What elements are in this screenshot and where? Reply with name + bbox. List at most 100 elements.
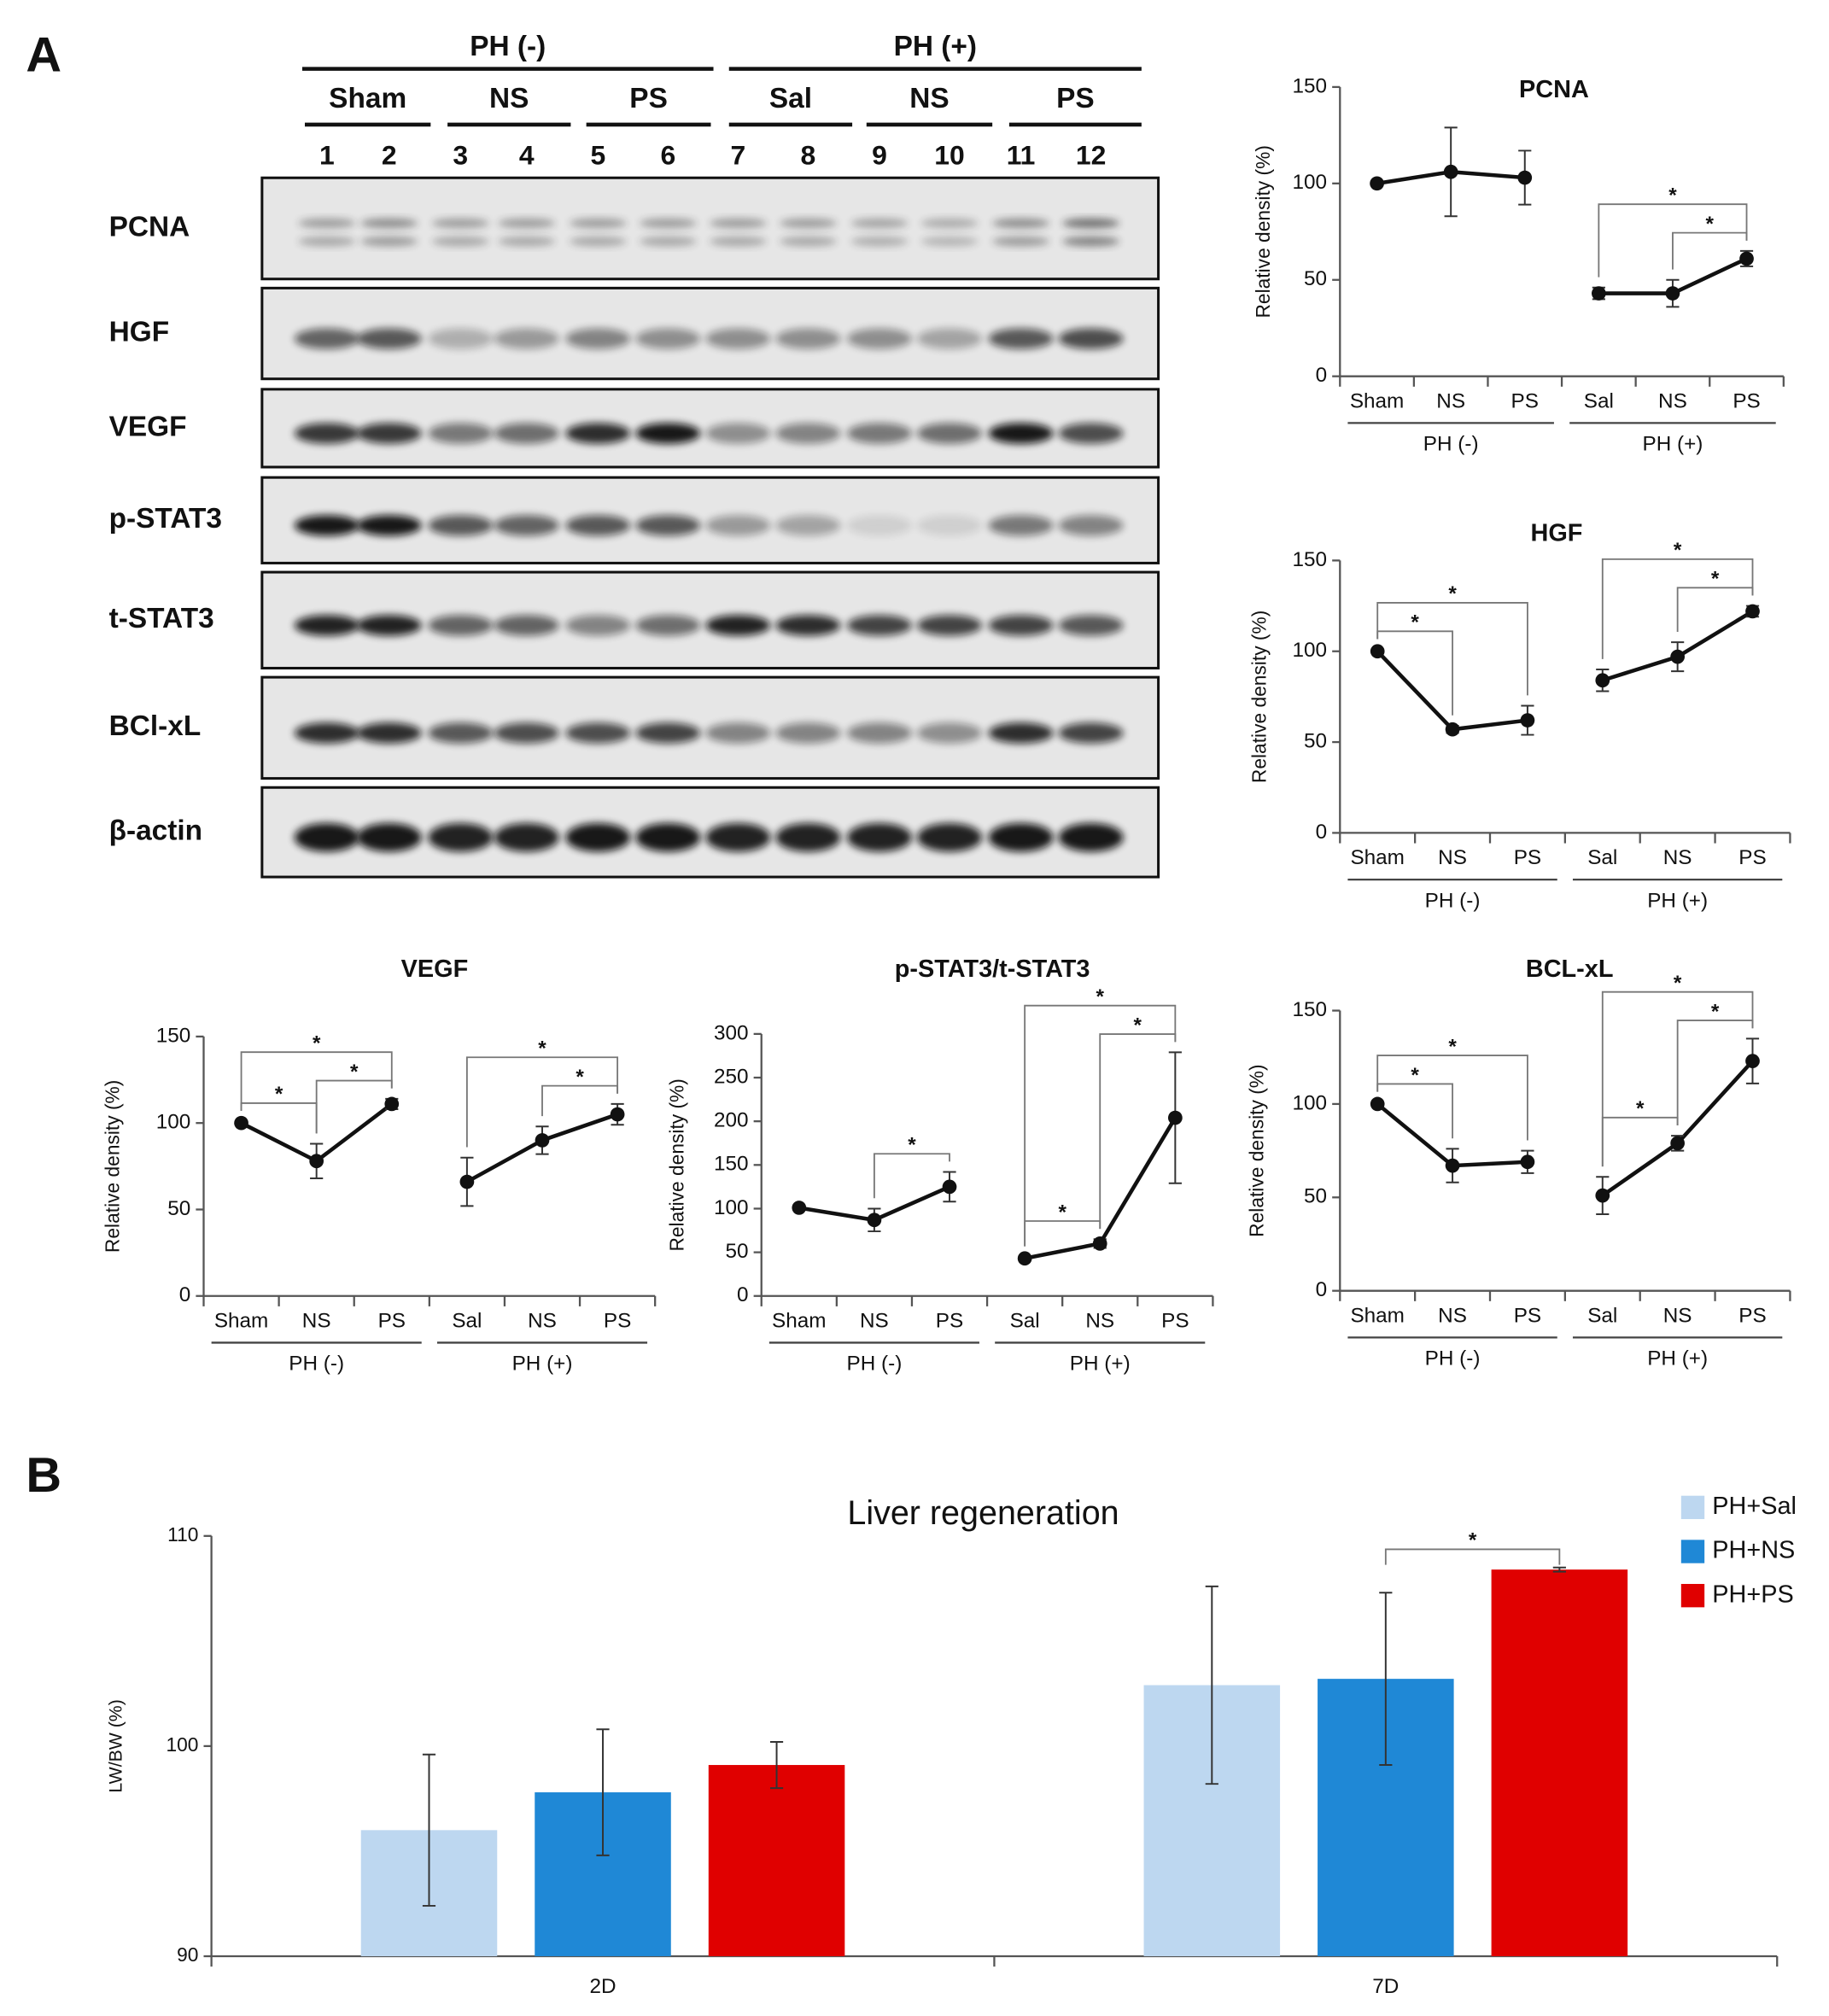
protein-label: t-STAT3 <box>109 603 214 634</box>
blot-band <box>917 823 982 852</box>
y-tick-label: 0 <box>1316 1278 1328 1301</box>
blot-band <box>988 823 1054 852</box>
blot-band <box>565 615 631 636</box>
blot-band <box>635 515 701 536</box>
subgroup-label: PS <box>629 83 668 114</box>
data-point <box>1445 1158 1460 1173</box>
y-tick-label: 300 <box>714 1021 749 1044</box>
subgroup-label: PS <box>1056 83 1095 114</box>
protein-label: BCl-xL <box>109 710 202 742</box>
data-point <box>942 1179 957 1195</box>
blot-band <box>775 615 841 636</box>
significance-label: * <box>1096 985 1105 1008</box>
significance-label: * <box>1674 972 1682 995</box>
x-tick-label: PS <box>1738 846 1766 869</box>
blot-band <box>847 328 912 349</box>
data-point <box>1520 1154 1535 1170</box>
data-point <box>1017 1251 1032 1266</box>
legend-swatch <box>1680 1495 1705 1520</box>
significance-bracket <box>1376 602 1528 696</box>
blot-panel <box>260 176 1160 281</box>
lane-number: 4 <box>519 139 535 170</box>
blot-band <box>705 823 771 852</box>
x-tick-label: NS <box>302 1310 331 1333</box>
significance-bracket <box>873 1153 950 1199</box>
x-tick-label: PS <box>378 1310 406 1333</box>
significance-label: * <box>576 1066 584 1089</box>
blot-band <box>431 236 489 247</box>
x-tick-label: NS <box>860 1310 889 1333</box>
blot-band <box>494 722 559 744</box>
group-label: PH (+) <box>512 1353 573 1376</box>
data-point <box>1591 286 1606 301</box>
significance-label: * <box>1469 1529 1477 1552</box>
group-label: PH (-) <box>1425 889 1481 912</box>
group-label: PH (-) <box>1425 1347 1481 1370</box>
blot-band <box>988 615 1054 636</box>
x-tick-label: NS <box>1663 846 1692 869</box>
data-point <box>1443 164 1458 179</box>
blot-band <box>920 236 979 247</box>
group-label: PH (-) <box>1423 433 1479 456</box>
blot-band <box>775 423 841 444</box>
significance-bracket <box>240 1051 393 1112</box>
data-point <box>1665 286 1680 301</box>
data-point <box>1445 722 1460 737</box>
error-bar <box>1552 1566 1566 1573</box>
x-tick-label: PS <box>1514 1304 1541 1327</box>
group-label: PH (-) <box>470 31 546 62</box>
blot-band <box>709 236 767 247</box>
protein-label: HGF <box>109 316 170 348</box>
blot-band <box>494 615 559 636</box>
blot-band <box>850 218 909 229</box>
protein-label: VEGF <box>109 411 187 442</box>
data-point <box>1670 649 1685 664</box>
subgroup-label: NS <box>909 83 949 114</box>
blot-band <box>635 328 701 349</box>
data-point <box>867 1213 882 1228</box>
data-point <box>1739 251 1754 266</box>
blot-band <box>431 218 489 229</box>
lane-number: 5 <box>590 139 605 170</box>
x-tick-label: Sal <box>452 1310 482 1333</box>
blot-band <box>988 722 1054 744</box>
y-tick-label: 150 <box>1293 998 1328 1021</box>
blot-band <box>565 722 631 744</box>
y-axis-label: Relative density (%) <box>666 1078 688 1251</box>
x-tick-label: Sal <box>1587 1304 1617 1327</box>
blot-band <box>780 236 837 247</box>
significance-label: * <box>275 1083 283 1106</box>
legend-swatch <box>1680 1540 1705 1563</box>
blot-band <box>294 823 359 852</box>
data-point <box>384 1096 400 1112</box>
lane-number: 9 <box>872 139 887 170</box>
blot-band <box>428 515 494 536</box>
data-point <box>234 1115 248 1131</box>
blot-band <box>356 722 422 744</box>
x-tick-label: NS <box>1658 389 1687 412</box>
x-tick-label: Sal <box>1010 1310 1040 1333</box>
y-tick-label: 50 <box>726 1240 749 1263</box>
group-label: PH (+) <box>1647 889 1708 912</box>
significance-label: * <box>350 1061 359 1084</box>
blot-band <box>917 722 982 744</box>
blot-band <box>917 328 982 349</box>
lane-number: 10 <box>934 139 964 170</box>
x-tick-label: PS <box>1511 389 1539 412</box>
chart-title: VEGF <box>401 955 469 983</box>
blot-band <box>298 218 356 229</box>
blot-band <box>1058 515 1124 536</box>
blot-band <box>1058 722 1124 744</box>
blot-band <box>988 423 1054 444</box>
significance-label: * <box>1411 611 1419 634</box>
data-point <box>1520 713 1535 728</box>
lane-number: 2 <box>382 139 397 170</box>
group-label: PH (+) <box>1070 1353 1131 1376</box>
x-tick-label: NS <box>1663 1304 1692 1327</box>
blot-band <box>847 423 912 444</box>
y-tick-label: 0 <box>737 1283 749 1306</box>
x-tick-label: NS <box>1436 389 1465 412</box>
subgroup-label: Sal <box>769 83 812 114</box>
x-tick-label: NS <box>1438 1304 1467 1327</box>
